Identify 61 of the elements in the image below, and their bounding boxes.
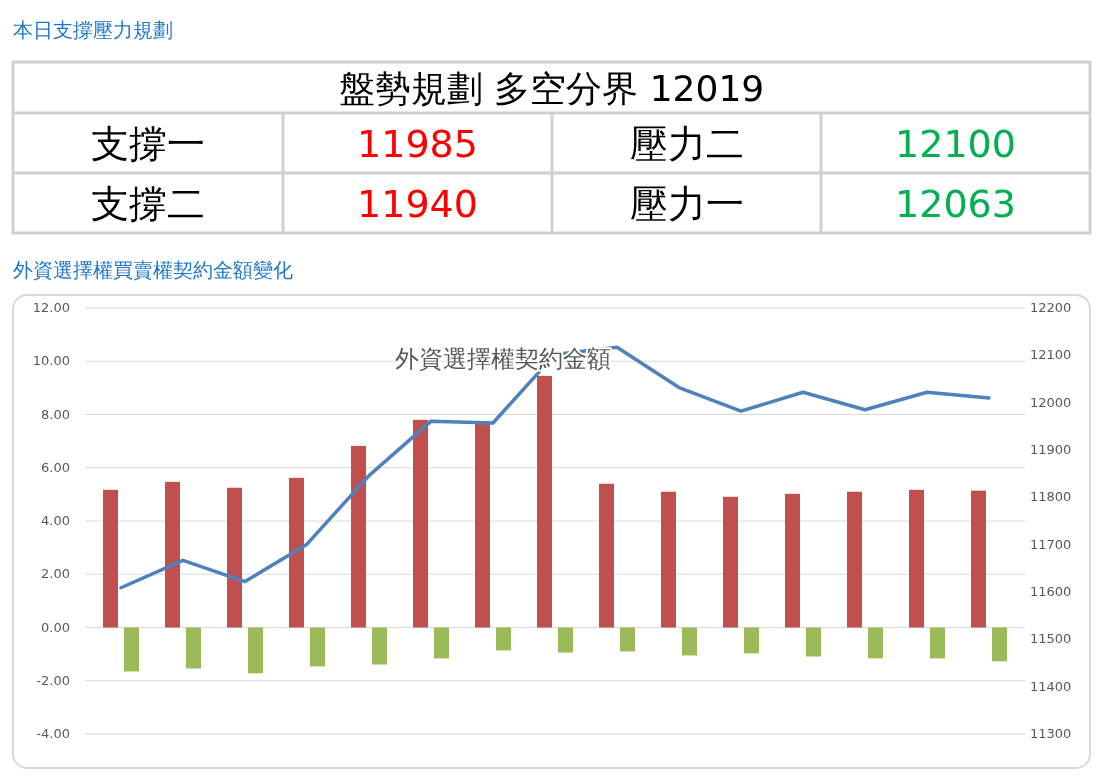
- text: 支撐二: [91, 182, 205, 226]
- text: 本日支撐壓力規劃: [13, 18, 173, 42]
- bar: [310, 627, 325, 667]
- bar: [682, 627, 697, 656]
- bar: [661, 491, 676, 628]
- bar: [868, 627, 883, 659]
- chart-title: 外資選擇權買賣權契約金額變化: [13, 258, 293, 282]
- y-tick-label: 10.00: [32, 353, 70, 369]
- text: 12063: [895, 182, 1016, 226]
- bar: [165, 481, 180, 628]
- text: 11985: [357, 122, 478, 166]
- line-series: [119, 345, 991, 590]
- bar: [537, 375, 552, 628]
- bar: [806, 627, 821, 657]
- bar: [558, 627, 573, 653]
- bar: [620, 627, 635, 652]
- y2-tick-label: 11700: [1030, 536, 1072, 552]
- bar: [971, 490, 986, 628]
- bar: [930, 627, 945, 659]
- text: 壓力二: [629, 122, 744, 166]
- bar: [186, 627, 201, 669]
- y2-tick-label: 11300: [1030, 726, 1072, 741]
- bar: [909, 489, 924, 628]
- text: 11940: [357, 182, 478, 226]
- y-tick-label: 4.00: [41, 513, 70, 528]
- y-tick-label: -2.00: [36, 672, 70, 688]
- bar: [289, 477, 304, 628]
- text: 壓力一: [629, 182, 744, 226]
- bar: [248, 627, 263, 674]
- bar: [992, 627, 1007, 662]
- y2-tick-label: 11900: [1030, 442, 1072, 457]
- bar: [496, 627, 511, 651]
- bar: [124, 627, 139, 672]
- y-tick-label: 8.00: [41, 406, 70, 422]
- bar: [744, 627, 759, 654]
- text: 支撐一: [91, 122, 205, 166]
- y-tick-label: 12.00: [32, 300, 70, 315]
- bar: [103, 489, 118, 628]
- text: 盤勢規劃 多空分界 12019: [338, 68, 765, 109]
- bar: [723, 496, 738, 628]
- y2-tick-label: 11500: [1030, 631, 1072, 647]
- text: 12100: [895, 122, 1016, 166]
- bar: [413, 419, 428, 628]
- bar: [475, 423, 490, 628]
- bar: [785, 493, 800, 628]
- y2-tick-label: 11600: [1030, 584, 1072, 599]
- bar: [372, 627, 387, 665]
- bar: [351, 445, 366, 628]
- y2-tick-label: 11400: [1030, 678, 1072, 694]
- y-tick-label: 2.00: [41, 566, 70, 582]
- y2-tick-label: 12000: [1030, 394, 1072, 410]
- bar: [599, 483, 614, 628]
- y2-tick-label: 12100: [1030, 347, 1072, 363]
- y2-tick-label: 11800: [1030, 489, 1072, 505]
- y2-tick-label: 12200: [1030, 300, 1072, 315]
- y-tick-label: 6.00: [41, 459, 70, 475]
- bar: [227, 487, 242, 628]
- bar: [847, 491, 862, 628]
- bar: [434, 627, 449, 659]
- y-tick-label: -4.00: [36, 726, 70, 741]
- y-tick-label: 0.00: [41, 619, 70, 635]
